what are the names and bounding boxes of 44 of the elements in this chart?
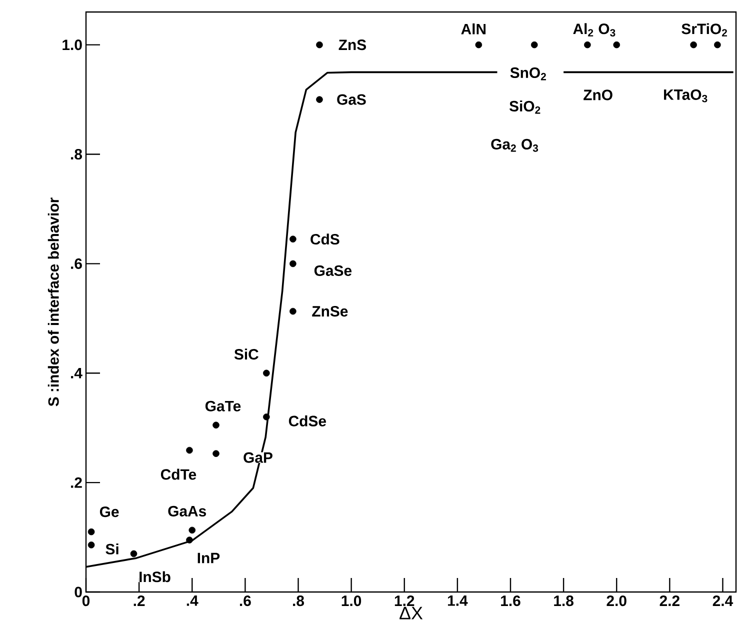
- x-tick-label: 1.8: [554, 596, 574, 606]
- annotation: GaP: [244, 452, 272, 463]
- y-tick-label: .8: [71, 148, 82, 160]
- x-tick-label: 2.4: [712, 596, 734, 606]
- annotation: ZnS: [338, 40, 366, 50]
- x-tick-label: 0: [82, 596, 90, 606]
- y-tick-label: 0: [74, 586, 82, 598]
- x-tick-label: 1.2: [394, 596, 414, 606]
- x-tick-label: 1.0: [342, 596, 362, 606]
- annotation: GaAs: [168, 506, 206, 516]
- x-tick-label: 2.0: [606, 596, 626, 606]
- annotation: SiC: [234, 348, 258, 360]
- annotation: SiO$_{2}$: [509, 100, 540, 114]
- annotation: Si: [106, 543, 118, 554]
- y-tick-label: .2: [71, 477, 82, 488]
- annotation: Al$_{2}$ O$_{3}$: [573, 23, 616, 36]
- annotation: CdSe: [288, 415, 326, 426]
- x-axis-title: ΔX: [400, 606, 423, 620]
- annotation: Ge: [100, 506, 119, 518]
- annotation: SrTiO$_{2}$: [682, 23, 727, 36]
- y-tick-label: 1.0: [62, 40, 82, 50]
- annotation: GaTe: [205, 400, 241, 412]
- x-tick-label: 1.6: [501, 596, 520, 606]
- y-axis-title: S :index of interface behavior: [48, 198, 59, 406]
- annotation: CdS: [310, 234, 340, 245]
- x-tick-label: .2: [134, 596, 145, 606]
- x-tick-label: 1.4: [448, 596, 468, 606]
- annotation: GaS: [337, 94, 366, 105]
- annotation: AlN: [461, 23, 486, 34]
- x-tick-label: .8: [293, 596, 304, 606]
- annotation: CdTe: [160, 468, 196, 480]
- annotation: KTaO$_{3}$: [664, 89, 708, 102]
- annotation: ZnO: [584, 90, 612, 100]
- annotation: InP: [198, 552, 220, 564]
- annotation: Ga$_{2}$ O$_{3}$: [491, 138, 538, 152]
- annotation: SnO$_{2}$: [510, 67, 546, 80]
- annotation: ZnSe: [312, 306, 348, 317]
- y-tick-label: .6: [71, 258, 82, 269]
- annotation: InSb: [140, 571, 170, 582]
- x-tick-label: .6: [240, 596, 251, 606]
- y-tick-label: .4: [71, 368, 82, 378]
- x-tick-label: 2.2: [660, 596, 680, 606]
- x-tick-label: .4: [186, 596, 198, 606]
- annotation: GaSe: [314, 265, 352, 276]
